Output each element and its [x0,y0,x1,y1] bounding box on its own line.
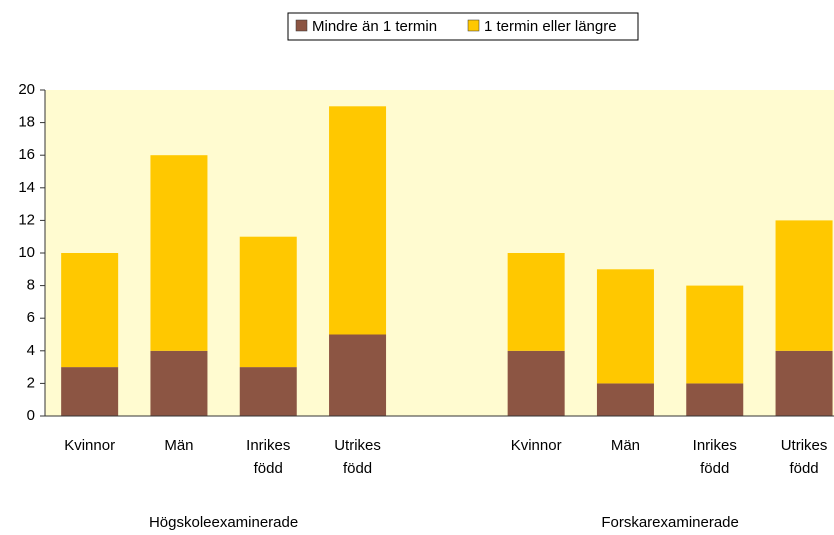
bar-segment [596,269,654,384]
bar-segment [239,236,297,368]
y-tick-label: 12 [18,211,35,228]
y-tick-label: 8 [27,277,35,294]
y-tick-label: 2 [27,374,35,391]
bar-segment [61,367,119,416]
bar-segment [150,350,208,416]
bar-segment [507,350,565,416]
bar-segment [239,367,297,416]
x-tick-label: Utrikes född [334,437,381,477]
x-tick-label: Inrikes född [693,437,737,477]
bar-segment [775,220,833,351]
group-label: Forskarexaminerade [601,514,739,531]
legend-swatch [467,19,480,32]
x-tick-label: Kvinnor [64,437,115,454]
y-tick-label: 6 [27,309,35,326]
x-tick-label: Utrikes född [781,437,828,477]
bar-segment [61,253,119,368]
bar-segment [596,383,654,416]
x-tick-label: Kvinnor [511,437,562,454]
y-tick-label: 10 [18,244,35,261]
y-tick-label: 14 [18,179,35,196]
bar-segment [686,383,744,416]
legend-box [287,12,639,41]
y-tick-label: 20 [18,81,35,98]
bar-segment [686,285,744,384]
legend-label: Mindre än 1 termin [312,18,437,35]
bar-segment [775,350,833,416]
y-tick-label: 18 [18,114,35,131]
legend-swatch [295,19,308,32]
y-tick-label: 0 [27,407,35,424]
bar-segment [329,106,387,335]
legend-label: 1 termin eller längre [484,18,617,35]
bar-segment [150,155,208,351]
x-tick-label: Män [611,437,640,454]
group-label: Högskoleexaminerade [149,514,298,531]
x-tick-label: Inrikes född [246,437,290,477]
bar-segment [329,334,387,416]
bar-segment [507,253,565,351]
y-tick-label: 4 [27,342,35,359]
y-tick-label: 16 [18,146,35,163]
x-tick-label: Män [164,437,193,454]
